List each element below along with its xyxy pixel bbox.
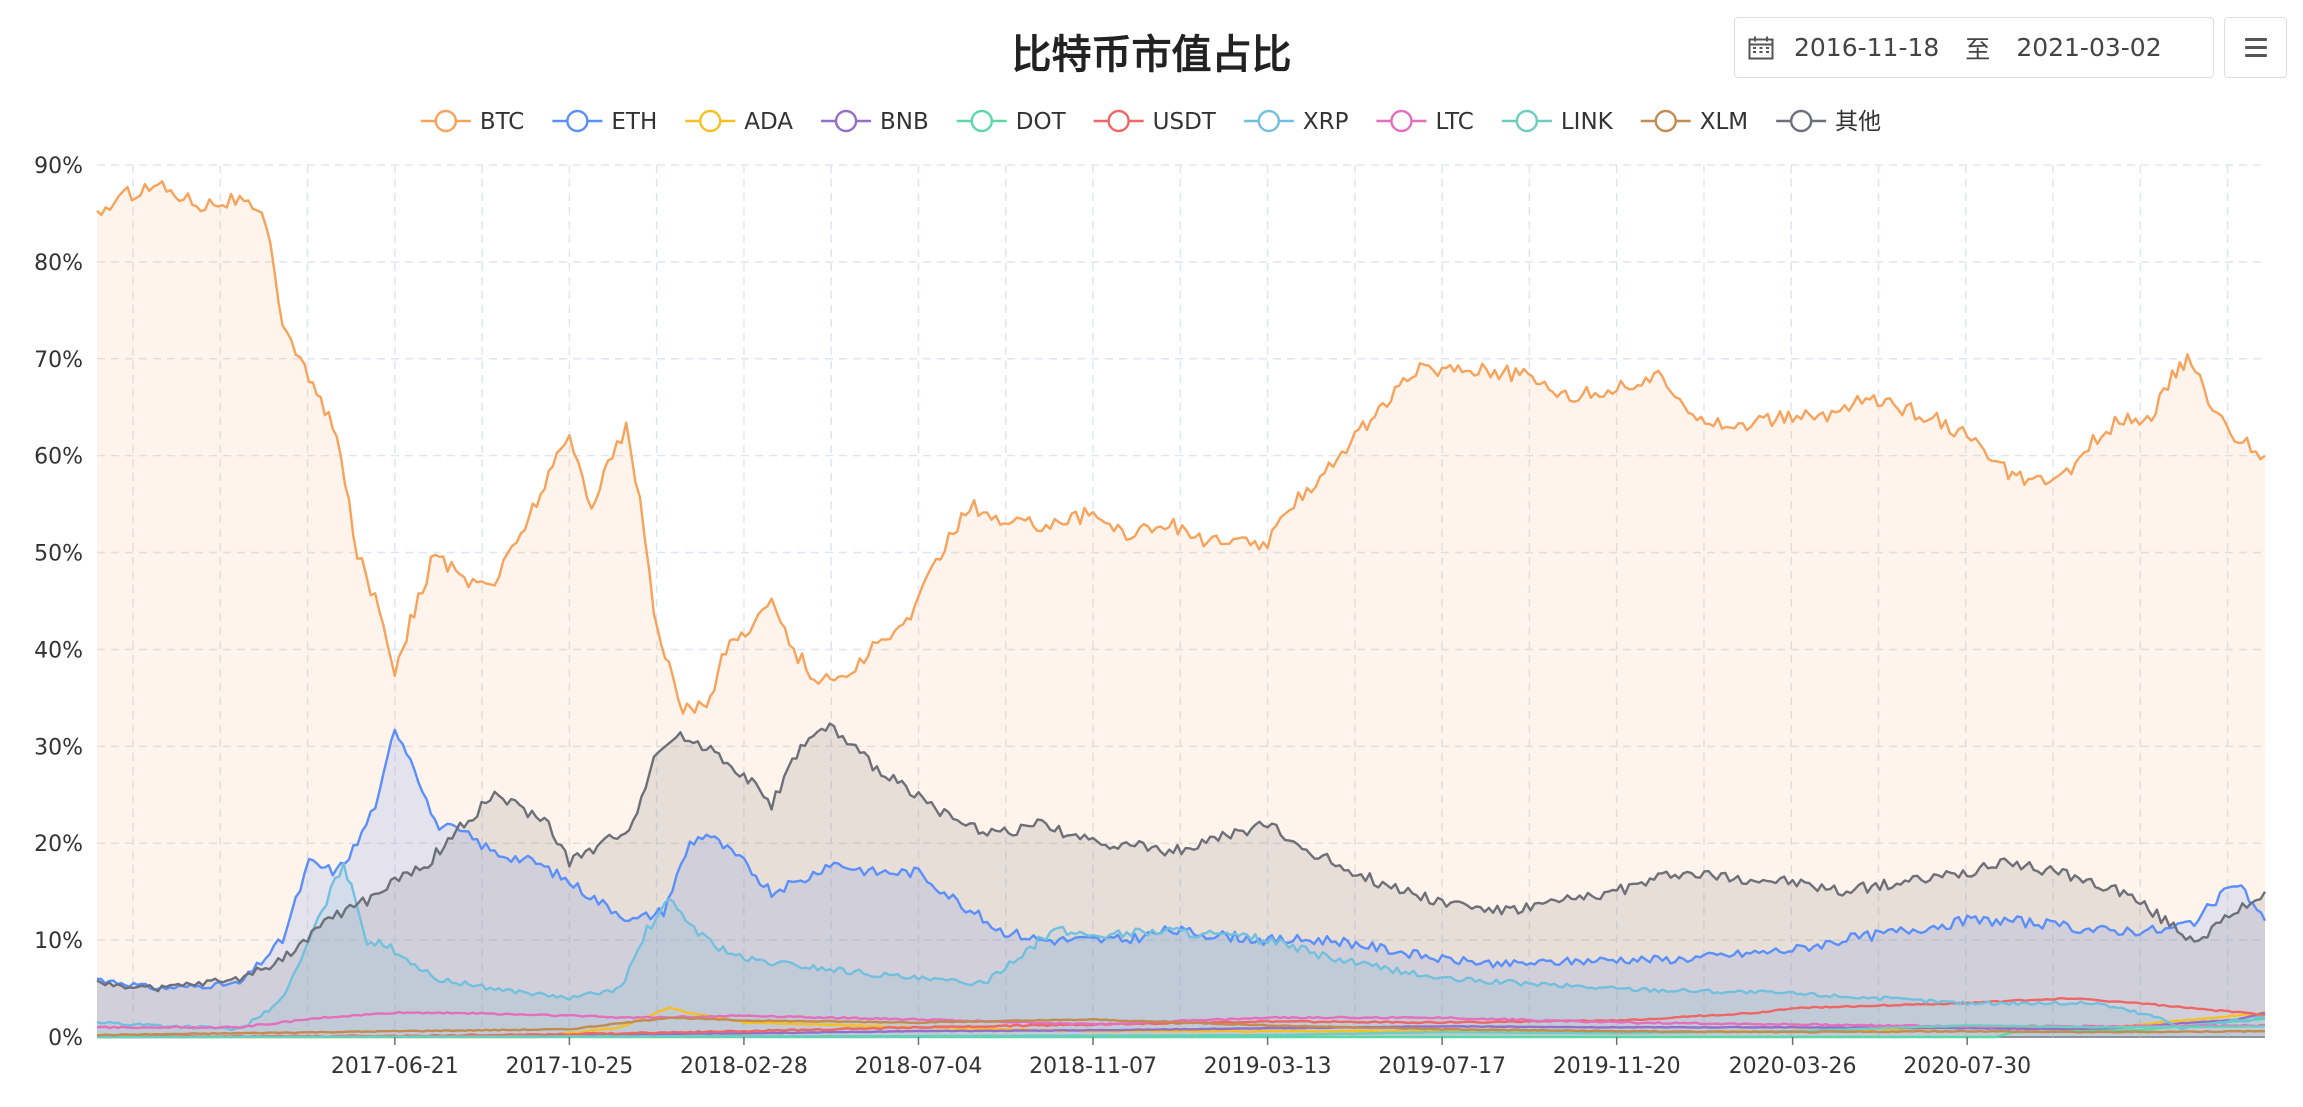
calendar-icon: [1748, 36, 1774, 59]
legend-marker: [970, 109, 993, 133]
series-area-BTC: [97, 181, 2265, 1038]
y-tick-label: 50%: [34, 542, 83, 567]
x-tick-label: 2017-06-21: [331, 1054, 459, 1079]
range-start-input[interactable]: 2016-11-18: [1794, 33, 1940, 62]
legend-marker: [566, 109, 589, 133]
date-range-picker[interactable]: 2016-11-18 至 2021-03-02: [1734, 17, 2214, 78]
menu-icon-bar: [2244, 54, 2267, 57]
legend-marker: [1390, 109, 1413, 133]
chart-title: 比特币市值占比: [1011, 32, 1292, 78]
range-separator: 至: [1965, 34, 1991, 64]
x-tick-label: 2018-02-28: [680, 1054, 808, 1079]
series-line-LINK: [97, 1024, 2266, 1039]
series-line-XRP: [96, 862, 2266, 1032]
legend: BTC ETH ADA BNB DOT USDT XRP LTC LINK XLM 其他: [420, 109, 1881, 135]
y-tick-label: 20%: [34, 832, 83, 857]
legend-label: XLM: [1700, 109, 1748, 135]
menu-icon-bar: [2244, 46, 2267, 49]
legend-item-LINK[interactable]: LINK: [1501, 109, 1614, 135]
legend-marker: [699, 109, 722, 133]
range-end-input[interactable]: 2021-03-02: [2016, 33, 2162, 62]
legend-item-BTC[interactable]: BTC: [420, 109, 525, 135]
x-tick-label: 2018-07-04: [855, 1054, 983, 1079]
legend-marker: [434, 109, 458, 133]
y-tick-label: 0%: [48, 1026, 83, 1051]
legend-item-其他[interactable]: 其他: [1776, 109, 1881, 135]
series-area-ETH: [97, 729, 2265, 1037]
legend-item-DOT[interactable]: DOT: [956, 109, 1067, 135]
legend-marker: [1654, 109, 1677, 133]
legend-marker: [1789, 109, 1813, 133]
series-line-其他: [96, 722, 2267, 993]
series-line-LTC: [96, 1010, 2266, 1030]
y-tick-label: 10%: [34, 929, 83, 954]
x-tick-label: 2018-11-07: [1029, 1054, 1157, 1079]
series-area-其他: [97, 723, 2265, 1037]
legend-item-BNB[interactable]: BNB: [821, 109, 929, 135]
legend-label: BNB: [880, 109, 929, 135]
x-tick-label: 2020-07-30: [1903, 1054, 2031, 1079]
legend-marker: [1107, 109, 1130, 133]
x-tick-label: 2020-03-26: [1729, 1054, 1857, 1079]
legend-label: DOT: [1016, 109, 1067, 135]
series-line-XLM: [96, 1016, 2266, 1037]
y-tick-label: 90%: [34, 154, 83, 179]
y-tick-label: 40%: [34, 638, 83, 663]
menu-icon-bar: [2244, 38, 2267, 41]
legend-marker: [834, 109, 858, 133]
legend-label: LTC: [1435, 109, 1473, 135]
legend-item-LTC[interactable]: LTC: [1376, 109, 1474, 135]
x-tick-label: 2019-07-17: [1378, 1054, 1506, 1079]
legend-item-ADA[interactable]: ADA: [685, 109, 793, 135]
x-axis: 2017-06-21 2017-10-25 2018-02-28 2018-07-04…: [331, 1037, 2031, 1079]
x-tick-label: 2019-11-20: [1553, 1054, 1681, 1079]
legend-marker: [1515, 109, 1539, 133]
x-tick-label: 2019-03-13: [1204, 1054, 1332, 1079]
series-line-ETH: [96, 728, 2267, 991]
series-lines: [96, 180, 2267, 1039]
legend-label: ETH: [611, 109, 657, 135]
legend-item-XRP[interactable]: XRP: [1243, 109, 1349, 135]
legend-label: LINK: [1561, 109, 1614, 135]
y-tick-label: 30%: [34, 735, 83, 760]
legend-label: XRP: [1303, 109, 1349, 135]
x-tick-label: 2017-10-25: [505, 1054, 633, 1079]
y-tick-label: 70%: [34, 348, 83, 373]
legend-label: USDT: [1153, 109, 1217, 135]
legend-label: BTC: [480, 109, 525, 135]
legend-label: ADA: [744, 109, 793, 135]
menu-button[interactable]: [2224, 17, 2287, 78]
legend-label: 其他: [1835, 109, 1881, 135]
legend-item-USDT[interactable]: USDT: [1093, 109, 1217, 135]
y-tick-label: 80%: [34, 251, 83, 276]
legend-item-ETH[interactable]: ETH: [552, 109, 657, 135]
legend-item-XLM[interactable]: XLM: [1640, 109, 1748, 135]
y-axis: 0% 10% 20% 30% 40% 50% 60% 70% 80% 90%: [34, 154, 83, 1051]
legend-marker: [1257, 109, 1281, 133]
series-line-BTC: [96, 180, 2266, 715]
y-tick-label: 60%: [34, 445, 83, 470]
